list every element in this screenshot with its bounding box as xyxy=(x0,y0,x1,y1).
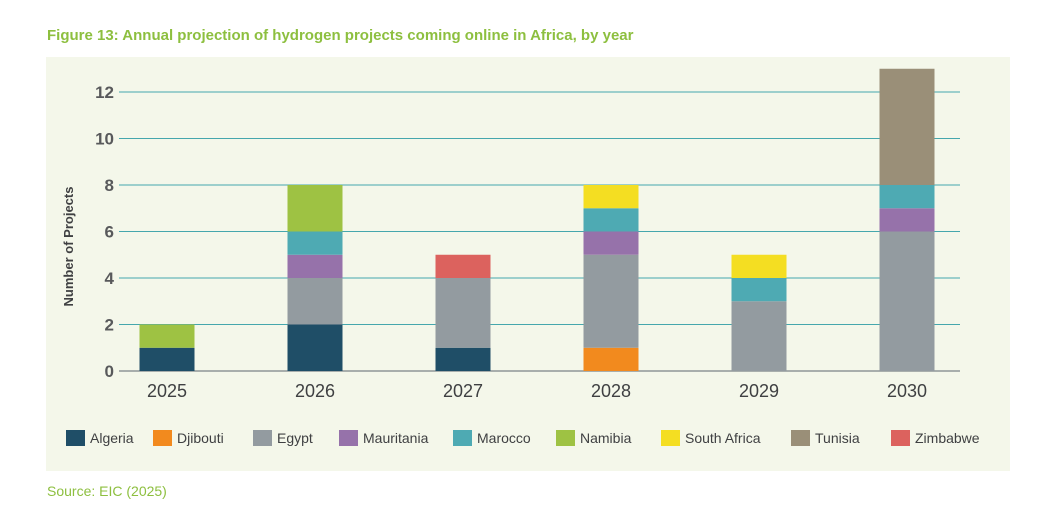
x-tick-label-2027: 2027 xyxy=(443,381,483,401)
y-tick-label: 12 xyxy=(95,83,114,102)
bar-segment-egypt-2029 xyxy=(731,301,787,371)
gridlines xyxy=(119,91,960,372)
legend-label: Namibia xyxy=(580,430,632,446)
legend-item-zimbabwe[interactable]: Zimbabwe xyxy=(891,430,980,446)
y-tick-label: 6 xyxy=(105,223,114,242)
y-tick-label: 10 xyxy=(95,130,114,149)
bar-segment-marocco-2028 xyxy=(583,208,639,232)
bar-segment-marocco-2029 xyxy=(731,278,787,302)
legend-label: Djibouti xyxy=(177,430,224,446)
y-tick-label: 2 xyxy=(105,316,114,335)
legend-swatch xyxy=(661,430,680,446)
legend-item-egypt[interactable]: Egypt xyxy=(253,430,313,446)
legend-item-algeria[interactable]: Algeria xyxy=(66,430,134,446)
chart-panel: 0 2 4 6 8 10 12 Number of Projects 2025 2026 2027 2… xyxy=(46,57,1010,471)
legend-item-south-africa[interactable]: South Africa xyxy=(661,430,761,446)
legend-swatch xyxy=(453,430,472,446)
bar-segment-tunisia-2030 xyxy=(879,68,935,185)
legend-item-djibouti[interactable]: Djibouti xyxy=(153,430,224,446)
bar-segment-egypt-2026 xyxy=(287,278,343,325)
y-axis-title: Number of Projects xyxy=(61,187,76,307)
legend-label: Algeria xyxy=(90,430,134,446)
legend-label: Mauritania xyxy=(363,430,429,446)
legend-label: Egypt xyxy=(277,430,313,446)
bar-segment-mauritania-2026 xyxy=(287,254,343,278)
legend-swatch xyxy=(153,430,172,446)
legend-swatch xyxy=(556,430,575,446)
y-tick-label: 8 xyxy=(105,176,114,195)
legend-item-namibia[interactable]: Namibia xyxy=(556,430,632,446)
legend-label: Marocco xyxy=(477,430,531,446)
legend-label: Tunisia xyxy=(815,430,860,446)
legend-swatch xyxy=(66,430,85,446)
bar-segment-algeria-2025 xyxy=(139,347,195,371)
legend-swatch xyxy=(791,430,810,446)
axes: 0 2 4 6 8 10 12 Number of Projects 2025 2026 2027 2… xyxy=(61,83,927,401)
legend[interactable]: Algeria Djibouti Egypt Mauritania Marocco Nam… xyxy=(66,430,980,446)
legend-item-marocco[interactable]: Marocco xyxy=(453,430,531,446)
legend-label: South Africa xyxy=(685,430,761,446)
stacked-bar-chart: 0 2 4 6 8 10 12 Number of Projects 2025 2026 2027 2… xyxy=(61,68,980,446)
legend-swatch xyxy=(891,430,910,446)
x-tick-label-2030: 2030 xyxy=(887,381,927,401)
x-tick-label-2026: 2026 xyxy=(295,381,335,401)
x-tick-label-2025: 2025 xyxy=(147,381,187,401)
source-note: Source: EIC (2025) xyxy=(47,483,167,499)
bar-segment-algeria-2027 xyxy=(435,347,491,371)
x-tick-label-2028: 2028 xyxy=(591,381,631,401)
legend-item-tunisia[interactable]: Tunisia xyxy=(791,430,860,446)
bar-segment-namibia-2026 xyxy=(287,185,343,232)
y-tick-label: 0 xyxy=(105,362,114,381)
bar-segment-marocco-2030 xyxy=(879,185,935,209)
legend-swatch xyxy=(339,430,358,446)
bars xyxy=(139,68,935,371)
legend-item-mauritania[interactable]: Mauritania xyxy=(339,430,429,446)
legend-label: Zimbabwe xyxy=(915,430,980,446)
x-tick-label-2029: 2029 xyxy=(739,381,779,401)
bar-segment-zimbabwe-2027 xyxy=(435,254,491,278)
bar-segment-marocco-2026 xyxy=(287,231,343,255)
bar-segment-mauritania-2028 xyxy=(583,231,639,255)
bar-segment-egypt-2027 xyxy=(435,278,491,348)
bar-segment-egypt-2030 xyxy=(879,231,935,371)
bar-segment-south-africa-2029 xyxy=(731,254,787,278)
bar-segment-south-africa-2028 xyxy=(583,185,639,209)
legend-swatch xyxy=(253,430,272,446)
y-tick-label: 4 xyxy=(105,269,115,288)
bar-segment-mauritania-2030 xyxy=(879,208,935,232)
bar-segment-namibia-2025 xyxy=(139,324,195,348)
bar-segment-algeria-2026 xyxy=(287,324,343,371)
bar-segment-egypt-2028 xyxy=(583,254,639,348)
bar-segment-djibouti-2028 xyxy=(583,347,639,371)
figure-title: Figure 13: Annual projection of hydrogen… xyxy=(47,27,634,44)
